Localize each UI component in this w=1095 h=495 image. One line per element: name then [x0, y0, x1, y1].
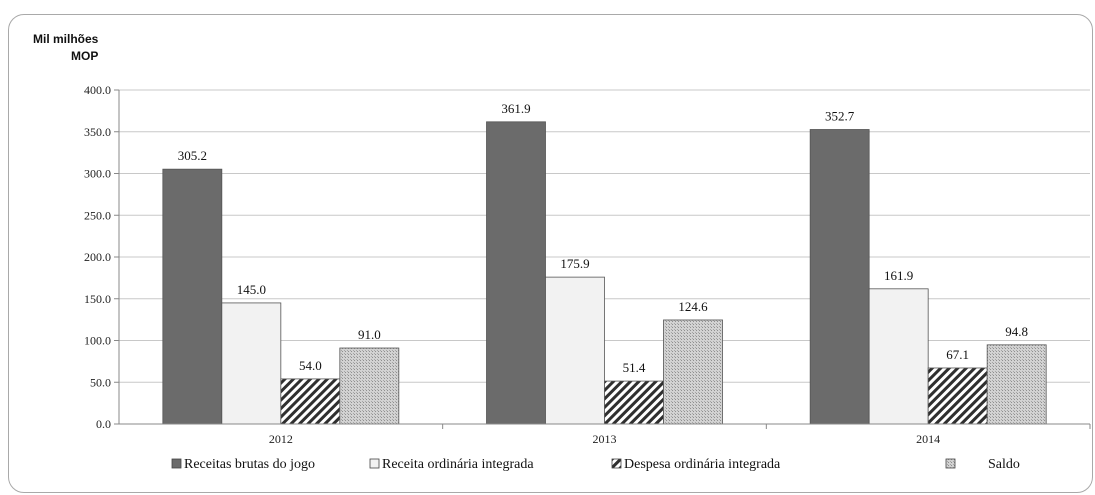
x-axis: [118, 90, 1091, 429]
data-label: 94.8: [1005, 324, 1028, 339]
y-tick-label: 300.0: [84, 167, 111, 181]
legend-label-3: Despesa ordinária integrada: [624, 457, 781, 472]
bar-2-2014: [868, 288, 929, 425]
data-label: 305.2: [178, 148, 207, 163]
y-tick-label: 250.0: [84, 208, 111, 222]
data-label: 161.9: [884, 268, 913, 283]
bar-3-2013: [604, 380, 664, 425]
y-axis-title-line-1: Mil milhões: [33, 32, 99, 46]
data-label: 145.0: [237, 282, 266, 297]
y-tick-label: 150.0: [84, 292, 111, 306]
legend-swatch-1: [171, 458, 182, 469]
y-tick-label: 350.0: [84, 125, 111, 139]
data-label: 361.9: [501, 101, 530, 116]
data-label: 51.4: [623, 360, 646, 375]
x-axis-ticks: 2012 2013 2014: [269, 432, 940, 446]
data-label: 91.0: [358, 327, 381, 342]
data-label: 124.6: [678, 299, 708, 314]
data-label: 352.7: [825, 108, 855, 123]
bars: [162, 121, 1047, 425]
y-tick-label: 100.0: [84, 334, 111, 348]
bar-3-2014: [927, 367, 988, 425]
bar-4-2014: [986, 344, 1047, 425]
data-label: 54.0: [299, 358, 322, 373]
bar-4-2012: [339, 347, 400, 425]
y-tick-label: 50.0: [90, 375, 111, 389]
data-labels: 305.2 145.0 54.0 91.0 361.9 175.9 51.4 124.6 352…: [178, 101, 1028, 375]
legend-swatch-2: [369, 458, 380, 469]
legend-label-2: Receita ordinária integrada: [382, 457, 534, 472]
legend-label-1: Receitas brutas do jogo: [184, 457, 315, 472]
legend-label-4: Saldo: [988, 457, 1020, 472]
legend-swatch-3: [611, 458, 622, 469]
bar-3-2012: [280, 378, 341, 425]
bar-2-2013: [545, 276, 605, 425]
data-label: 67.1: [946, 347, 969, 362]
y-axis-ticks: 0.0 50.0 100.0 150.0 200.0 250.0 300.0 350.0 400…: [84, 83, 119, 431]
bar-1-2014: [809, 129, 870, 425]
y-axis-title: Mil milhões MOP: [33, 31, 98, 65]
bar-2-2012: [221, 302, 282, 425]
legend-swatch-4: [945, 458, 956, 469]
x-tick-label: 2014: [916, 432, 940, 446]
y-tick-label: 400.0: [84, 83, 111, 97]
bar-4-2013: [663, 319, 723, 425]
x-tick-label: 2013: [593, 432, 617, 446]
x-tick-label: 2012: [269, 432, 293, 446]
y-tick-label: 0.0: [96, 417, 111, 431]
y-axis-title-line-2: MOP: [71, 49, 99, 63]
y-tick-label: 200.0: [84, 250, 111, 264]
data-label: 175.9: [560, 256, 589, 271]
bar-1-2013: [486, 121, 546, 425]
legend: Receitas brutas do jogo Receita ordinária…: [171, 457, 1020, 472]
bar-1-2012: [162, 168, 223, 425]
